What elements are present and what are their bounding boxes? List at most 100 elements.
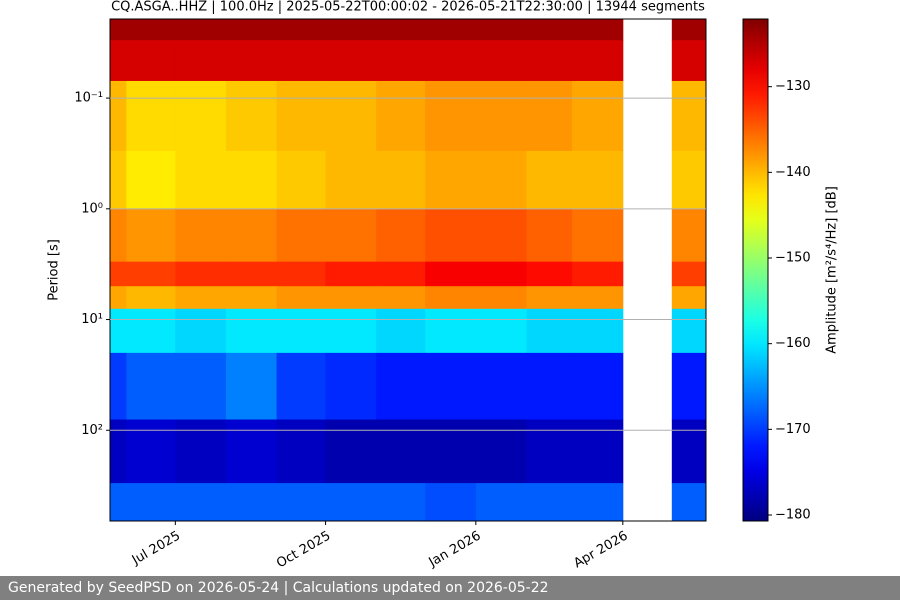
heatmap-cell (126, 308, 176, 354)
heatmap-cell (110, 19, 127, 41)
heatmap-cell (126, 150, 176, 210)
heatmap-cell (425, 19, 477, 41)
heatmap-cell (671, 419, 707, 484)
plot-frame (109, 18, 707, 522)
heatmap-cell (475, 208, 527, 263)
heatmap-cell (126, 80, 176, 152)
heatmap-cell (671, 261, 707, 287)
x-tick-label: Oct 2025 (274, 529, 333, 572)
heatmap-cell (225, 261, 278, 287)
heatmap-cell (425, 352, 477, 421)
heatmap-cell (526, 308, 573, 354)
heatmap-cell (276, 261, 327, 287)
heatmap-cell (425, 419, 477, 484)
colorbar-tick-label: −170 (775, 422, 811, 437)
heatmap-cell (225, 208, 278, 263)
heatmap-cell (475, 261, 527, 287)
heatmap-cell (526, 150, 573, 210)
heatmap-cell (475, 419, 527, 484)
heatmap-cell (376, 261, 426, 287)
heatmap-cell (276, 286, 327, 310)
heatmap-cell (572, 352, 624, 421)
heatmap-cell (175, 483, 227, 522)
heatmap-cell (526, 286, 573, 310)
heatmap-cell (175, 352, 227, 421)
y-axis-label: Period [s] (47, 239, 62, 301)
heatmap-cell (671, 352, 707, 421)
heatmap-cell (425, 308, 477, 354)
heatmap-cell (376, 80, 426, 152)
heatmap-cell (110, 261, 127, 287)
heatmap-cell (671, 150, 707, 210)
colorbar-tick-label: −150 (775, 251, 811, 266)
heatmap-cell (325, 80, 377, 152)
heatmap-cell (526, 261, 573, 287)
heatmap-cell (276, 80, 327, 152)
heatmap-cell (276, 19, 327, 41)
heatmap-cell (376, 352, 426, 421)
heatmap-cell (175, 261, 227, 287)
heatmap-cell (376, 208, 426, 263)
heatmap-cell (425, 150, 477, 210)
heatmap-cell (126, 483, 176, 522)
heatmap-cell (671, 483, 707, 522)
heatmap-cell (325, 308, 377, 354)
y-tick-label: 10² (81, 423, 103, 438)
heatmap-cell (225, 419, 278, 484)
heatmap-cell (110, 352, 127, 421)
heatmap-cell (225, 40, 278, 82)
heatmap-cell (475, 483, 527, 522)
heatmap-cell (425, 80, 477, 152)
x-tick-label: Jul 2025 (129, 529, 183, 569)
heatmap-cell (526, 208, 573, 263)
y-tick-label: 10¹ (81, 312, 103, 327)
heatmap-cell (110, 286, 127, 310)
heatmap-cell (276, 150, 327, 210)
x-tick-label: Jan 2026 (426, 529, 484, 571)
heatmap-cell (376, 19, 426, 41)
heatmap-cell (572, 419, 624, 484)
heatmap-cell (425, 261, 477, 287)
heatmap-cell (325, 419, 377, 484)
heatmap-cell (376, 150, 426, 210)
heatmap-cell (376, 419, 426, 484)
heatmap-cell (526, 419, 573, 484)
chart-title: CQ.ASGA..HHZ | 100.0Hz | 2025-05-22T00:0… (111, 0, 705, 15)
heatmap-cell (225, 483, 278, 522)
heatmap-cell (572, 261, 624, 287)
heatmap-cell (475, 352, 527, 421)
heatmap-cell (225, 19, 278, 41)
heatmap-cell (110, 80, 127, 152)
heatmap-cell (475, 150, 527, 210)
heatmap-cell (671, 80, 707, 152)
chart: CQ.ASGA..HHZ | 100.0Hz | 2025-05-22T00:0… (47, 0, 840, 572)
heatmap-cell (526, 40, 573, 82)
colorbar-tick-label: −130 (775, 79, 811, 94)
heatmap-cell (175, 80, 227, 152)
heatmap-cell (126, 208, 176, 263)
heatmap-cell (671, 40, 707, 82)
heatmap-cell (325, 40, 377, 82)
heatmap-cell (175, 208, 227, 263)
heatmap-cell (376, 40, 426, 82)
heatmap-cell (671, 208, 707, 263)
heatmap-cell (425, 483, 477, 522)
colorbar-tick-label: −140 (775, 165, 811, 180)
heatmap-cell (110, 40, 127, 82)
heatmap-cell (126, 261, 176, 287)
colorbar-label: Amplitude [m²/s⁴/Hz] [dB] (825, 186, 840, 354)
heatmap-cell (110, 419, 127, 484)
heatmap-cell (276, 419, 327, 484)
colorbar-tick-label: −180 (775, 508, 811, 523)
heatmap-cell (572, 150, 624, 210)
heatmap-cell (526, 19, 573, 41)
heatmap-cell (376, 308, 426, 354)
heatmap-cell (110, 483, 127, 522)
heatmap-cell (110, 308, 127, 354)
heatmap-cell (572, 286, 624, 310)
heatmap-cell (110, 150, 127, 210)
heatmap-cell (526, 352, 573, 421)
heatmap-cell (671, 286, 707, 310)
heatmap-cell (526, 483, 573, 522)
